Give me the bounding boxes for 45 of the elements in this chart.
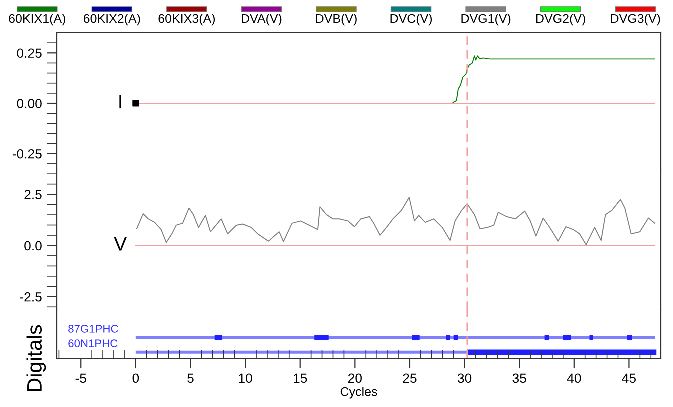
y-axis-title: Digitals [26,325,46,392]
legend-label: 60KIX1(A) [9,14,66,26]
bar [136,350,467,354]
y-tick-label: -2.5 [20,292,42,302]
bar [627,335,632,340]
y-tick-label: -0.25 [12,149,42,159]
x-axis-title: Cycles [340,387,378,399]
bar [544,335,550,340]
bar [454,335,458,340]
legend-label: DVG2(V) [536,14,586,26]
legend-label: DVG3(V) [611,14,660,26]
bar [214,335,223,340]
line-series [136,197,656,246]
x-tick-label: 10 [239,374,252,384]
bar [466,350,657,355]
annotation: V [114,237,127,251]
annotation: I [120,95,122,109]
x-tick-label: 5 [188,374,194,384]
legend-label: DVG1(V) [462,14,511,26]
x-tick-label: 15 [294,374,308,384]
y-tick-label: 0.0 [24,241,42,251]
legend-label: 60KIX2(A) [84,14,140,26]
legend-label: 60KIX3(A) [158,14,216,26]
y-tick-label: 60N1PHC [68,340,118,348]
y-tick-label: 2.5 [24,190,42,200]
x-tick-label: 45 [622,374,636,384]
legend-label: DVA(V) [242,14,282,26]
x-tick-label: 40 [567,374,582,384]
x-tick-label: 35 [512,374,526,384]
x-tick-label: 20 [348,374,362,384]
bar [446,335,451,340]
legend-label: DVB(V) [316,14,357,26]
y-tick-label: 87G1PHC [68,325,118,333]
y-tick-label: 0.00 [17,99,42,108]
x-tick-label: 0 [132,374,140,384]
bar [314,335,329,340]
legend-label: DVC(V) [390,14,432,26]
x-tick-label: -5 [76,374,86,384]
y-tick-label: 0.25 [17,48,42,58]
x-tick-label: 30 [458,374,472,384]
line-series [452,56,656,104]
bar [563,335,572,340]
bar [590,335,594,340]
bar [412,335,420,340]
x-tick-label: 25 [403,374,417,384]
